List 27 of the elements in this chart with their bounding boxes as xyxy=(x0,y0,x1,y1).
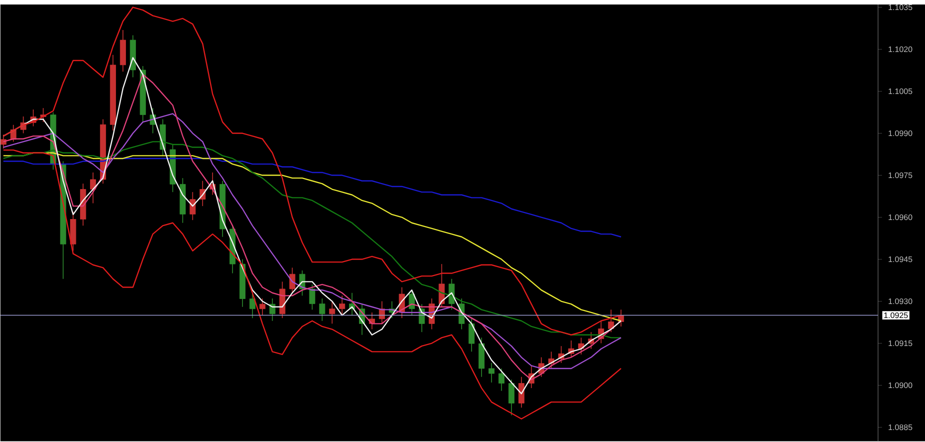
candlestick xyxy=(498,368,504,392)
candlestick xyxy=(259,298,266,316)
candlestick xyxy=(190,192,196,221)
candlestick xyxy=(319,298,326,322)
y-tick-label: 1.0960 xyxy=(888,214,912,220)
y-tick-label: 1.0945 xyxy=(888,256,912,262)
candlestick xyxy=(0,134,6,150)
candlestick xyxy=(518,376,524,408)
y-tick-label: 1.1035 xyxy=(888,4,912,10)
candlestick xyxy=(339,295,346,316)
candlestick xyxy=(608,309,614,333)
candlestick xyxy=(508,379,514,416)
candlestick xyxy=(488,362,495,384)
y-tick-label: 1.0975 xyxy=(888,172,912,178)
candlestick xyxy=(468,318,475,352)
y-tick-label: 1.0930 xyxy=(888,298,912,304)
y-tick-label: 1.0885 xyxy=(888,424,912,430)
y-tick-label: 1.1020 xyxy=(888,46,912,52)
candlestick xyxy=(90,172,96,204)
y-tick-label: 1.0915 xyxy=(888,340,912,346)
ref-line-label: 1.0925 xyxy=(884,312,908,318)
y-tick-label: 1.0900 xyxy=(888,382,912,388)
candlestick xyxy=(309,284,316,310)
y-tick-label: 1.1005 xyxy=(888,88,912,94)
y-tick-label: 1.0990 xyxy=(888,130,912,136)
candlestick xyxy=(329,301,336,324)
candlestick xyxy=(249,292,256,319)
